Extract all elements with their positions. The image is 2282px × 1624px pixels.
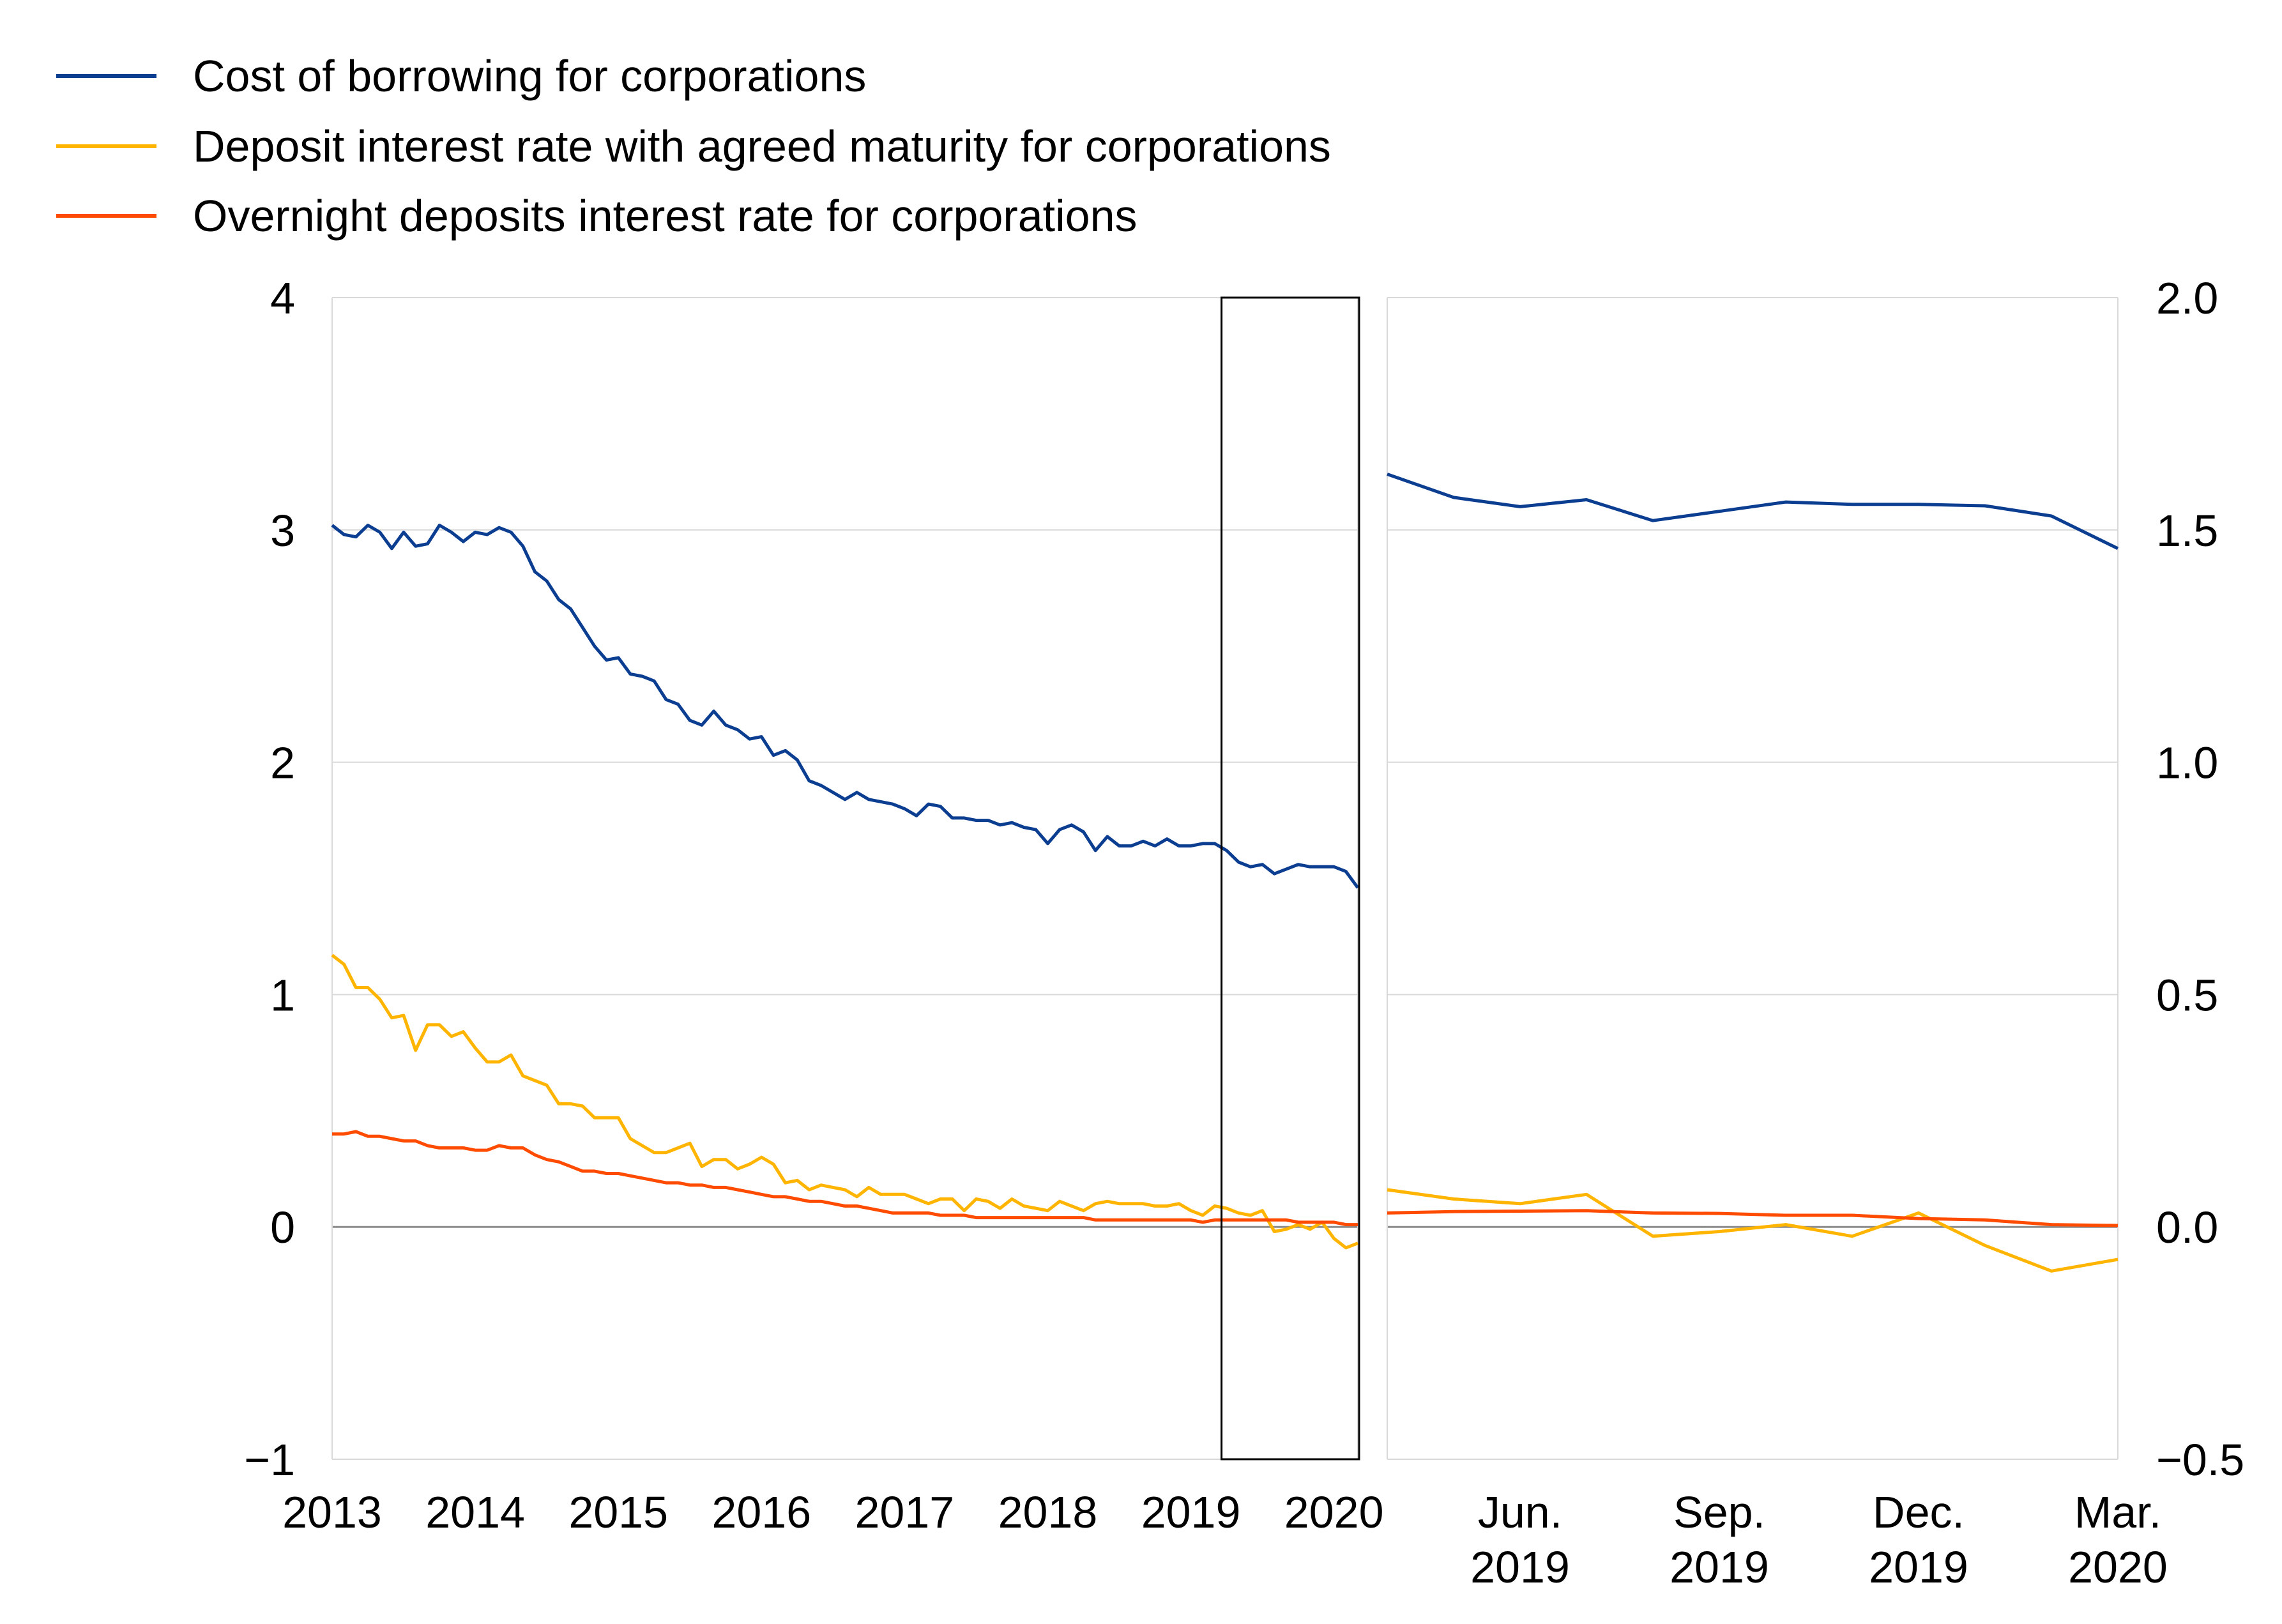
series-line-borrowing [1387, 473, 2119, 550]
y-tick-label: 4 [270, 273, 295, 323]
right-panel: 2.01.51.00.50.0−0.5 Jun.2019Sep.2019Dec.… [1387, 273, 2244, 1592]
left-y-tick-labels: 4 3 2 1 0 −1 [244, 273, 295, 1485]
right-y-tick-labels: 2.0 1.5 1.0 0.5 0.0 −0.5 [2156, 273, 2244, 1485]
x-tick-label: 2019 [1141, 1487, 1241, 1537]
y-tick-label: −0.5 [2156, 1435, 2244, 1485]
y-tick-label: 0.5 [2156, 970, 2218, 1020]
legend-label-deposit-agreed: Deposit interest rate with agreed maturi… [193, 121, 1331, 171]
y-tick-label: 1.0 [2156, 738, 2218, 788]
x-tick-label: 2019 [1869, 1542, 1968, 1592]
left-x-tick-labels: 2013 2014 2015 2016 2017 2018 2019 2020 [282, 1487, 1383, 1537]
left-series-lines [331, 524, 1360, 1250]
highlight-box [1221, 296, 1360, 1461]
series-line-overnight [1387, 1209, 2118, 1227]
series-line-overnight [332, 1130, 1358, 1227]
x-tick-label: 2015 [568, 1487, 668, 1537]
x-tick-label: 2016 [711, 1487, 811, 1537]
x-tick-label: 2013 [282, 1487, 382, 1537]
y-tick-label: 2 [270, 738, 295, 788]
x-tick-label: 2019 [1470, 1542, 1570, 1592]
y-tick-label: 0 [270, 1203, 295, 1252]
right-gridlines [1387, 297, 2118, 1460]
legend: Cost of borrowing for corporations Depos… [56, 51, 1331, 241]
left-gridlines [331, 297, 1358, 1460]
legend-label-borrowing: Cost of borrowing for corporations [193, 51, 866, 101]
legend-label-overnight: Overnight deposits interest rate for cor… [193, 191, 1137, 241]
y-tick-label: 1 [270, 970, 295, 1020]
x-tick-label: 2014 [425, 1487, 525, 1537]
x-tick-label: Sep. [1673, 1487, 1765, 1537]
x-tick-label: Dec. [1873, 1487, 1965, 1537]
x-tick-label: 2020 [1284, 1487, 1384, 1537]
series-line-deposit_agreed [1387, 1188, 2118, 1273]
right-series-lines [1387, 473, 2119, 1273]
y-tick-label: 2.0 [2156, 273, 2218, 323]
x-tick-label: Jun. [1478, 1487, 1562, 1537]
y-tick-label: 3 [270, 506, 295, 556]
y-tick-label: 1.5 [2156, 506, 2218, 556]
series-line-deposit_agreed [331, 953, 1358, 1250]
x-tick-label: Mar. [2074, 1487, 2161, 1537]
y-tick-label: 0.0 [2156, 1203, 2218, 1252]
x-tick-label: 2019 [1670, 1542, 1769, 1592]
x-tick-label: 2017 [855, 1487, 955, 1537]
x-tick-label: 2018 [998, 1487, 1098, 1537]
x-tick-label: 2020 [2068, 1542, 2168, 1592]
left-panel: 4 3 2 1 0 −1 2013 2014 2015 2016 2017 2018 2019 2020 [244, 273, 1383, 1537]
series-line-borrowing [331, 524, 1360, 889]
y-tick-label: −1 [244, 1435, 295, 1485]
